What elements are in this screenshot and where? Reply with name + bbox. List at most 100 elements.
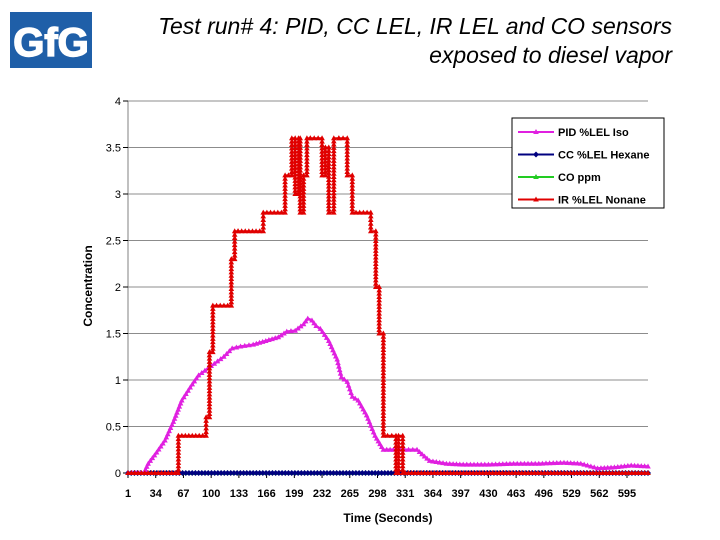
data-point [352,395,359,401]
data-point [233,344,240,350]
data-point [373,234,379,240]
data-point [172,412,179,418]
data-point [331,161,337,167]
data-point [344,145,351,151]
legend-item: IR %LEL Nonane [518,195,646,207]
legend-label: CC %LEL Hexane [558,150,650,162]
x-tick-label: 562 [590,488,608,500]
data-point [297,167,304,173]
legend-label: CO ppm [558,172,601,184]
data-point [440,460,446,466]
data-point [206,381,213,387]
data-point [344,148,351,154]
data-point [297,164,304,170]
x-tick-label: 67 [177,488,189,500]
data-point [304,165,310,171]
data-point [260,228,267,234]
data-point [297,135,304,141]
data-point [300,209,307,215]
data-point [349,206,356,212]
data-point [297,323,304,329]
data-point [206,407,213,413]
data-point [246,470,253,476]
data-point [243,470,250,476]
data-point [325,209,332,215]
data-point [143,463,150,469]
data-point [193,375,200,381]
data-point [314,470,321,476]
x-tick-label: 34 [150,488,163,500]
data-point [317,325,324,331]
data-point [322,165,329,171]
data-point [395,439,402,445]
data-point [214,358,221,364]
data-point [226,348,233,354]
data-point [185,470,192,476]
data-point [317,470,324,476]
data-point [259,470,266,476]
data-point [421,453,428,459]
data-point [210,332,216,338]
data-point [340,470,347,476]
data-point [297,148,304,154]
data-point [256,228,263,234]
data-point [380,356,387,362]
data-point [373,251,379,257]
data-point [373,264,379,270]
data-point [231,235,238,241]
data-point [331,196,337,202]
data-point [367,217,374,223]
data-point [367,213,374,219]
data-point [214,470,221,476]
data-point [395,449,402,455]
data-point [356,209,363,215]
data-point [376,307,382,313]
data-point [399,432,406,438]
legend: PID %LEL Iso CC %LEL Hexane CO ppm IR %LEL … [511,117,665,209]
data-point [231,249,238,255]
series-pid-lel-iso [125,315,651,475]
data-point [319,135,325,141]
data-point [221,470,228,476]
data-point [177,400,184,406]
data-point [539,460,546,466]
data-point [360,209,367,215]
data-point [228,259,235,265]
data-point [380,353,387,359]
data-point [471,461,477,467]
data-point [380,409,387,415]
data-point [325,154,332,160]
data-point [171,415,178,421]
data-point [228,292,235,298]
data-point [492,461,499,467]
data-point [266,470,273,476]
data-point [300,185,307,191]
data-point [235,228,241,234]
data-point [206,404,213,410]
data-point [376,303,382,309]
data-point [198,470,205,476]
company-logo: GfG [10,12,92,68]
data-point [300,175,307,181]
y-tick-label: 2.5 [106,236,121,248]
data-point [253,228,259,234]
data-point [349,199,356,205]
data-point [436,459,443,465]
data-point [195,470,202,476]
data-point [399,453,406,459]
data-point [645,470,651,475]
data-point [333,470,340,476]
data-point [315,135,321,141]
data-point [300,182,307,188]
data-point [231,245,238,251]
data-point [281,330,287,336]
data-point [375,470,382,476]
data-point [325,190,332,196]
data-point [331,199,337,205]
data-point [260,224,267,230]
x-tick-label: 232 [313,488,331,500]
data-point [352,470,359,476]
data-point [588,463,594,469]
data-point [325,199,332,205]
data-point [533,151,539,158]
